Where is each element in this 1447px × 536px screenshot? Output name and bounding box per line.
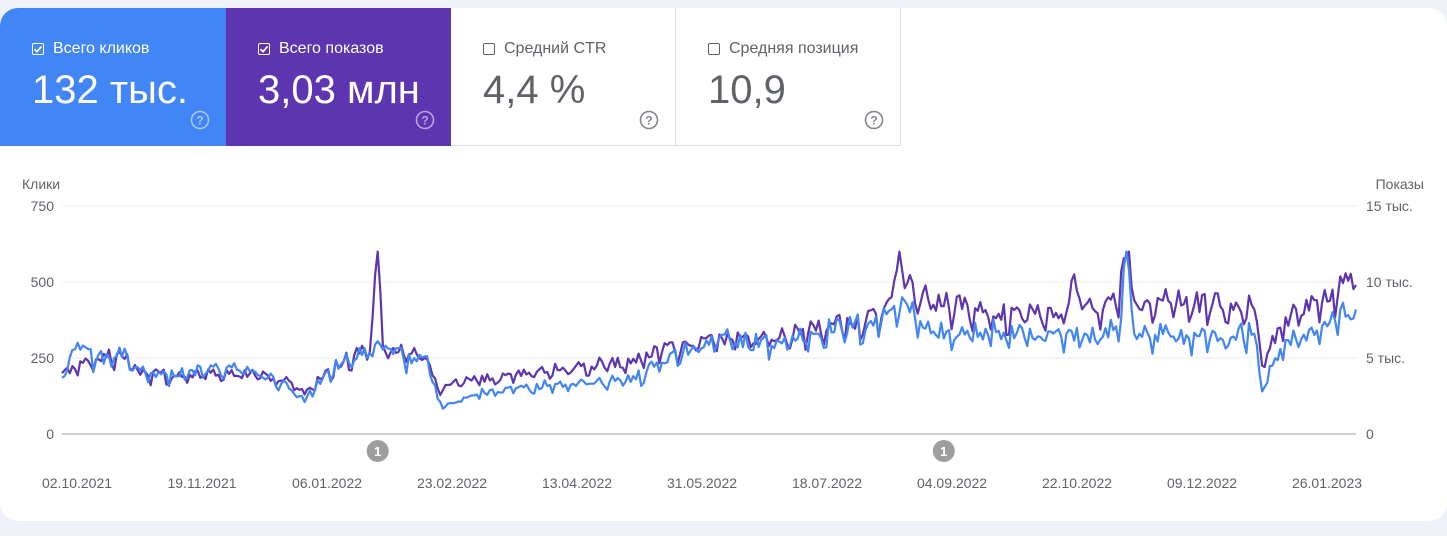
- metric-label: Всего показов: [279, 40, 384, 57]
- metric-value: 3,03 млн: [258, 68, 420, 112]
- x-tick-label: 22.10.2022: [1042, 475, 1112, 491]
- annotation-marker[interactable]: 1: [366, 440, 389, 462]
- x-tick-label: 26.01.2023: [1292, 475, 1362, 491]
- metric-card-clicks[interactable]: Всего кликов 132 тыс. ?: [0, 8, 226, 146]
- help-circle-icon[interactable]: ?: [864, 110, 884, 130]
- x-tick-label: 09.12.2022: [1167, 475, 1237, 491]
- help-circle-icon[interactable]: ?: [190, 110, 210, 130]
- checkbox-checked-icon[interactable]: [258, 43, 270, 55]
- annotation-label: 1: [374, 444, 381, 459]
- metric-label: Всего кликов: [53, 40, 150, 57]
- metric-header[interactable]: Всего кликов: [32, 40, 149, 58]
- metric-value: 132 тыс.: [32, 68, 189, 112]
- x-tick-label: 31.05.2022: [667, 475, 737, 491]
- metric-header[interactable]: Средняя позиция: [708, 40, 858, 58]
- help-circle-icon[interactable]: ?: [639, 110, 659, 130]
- y-tick-label-right: 10 тыс.: [1366, 274, 1413, 290]
- x-tick-label: 02.10.2021: [42, 475, 112, 491]
- svg-text:?: ?: [645, 114, 652, 128]
- metric-card-impressions[interactable]: Всего показов 3,03 млн ?: [226, 8, 451, 146]
- y-tick-label-right: 15 тыс.: [1366, 198, 1413, 214]
- svg-text:?: ?: [196, 114, 203, 128]
- metric-header[interactable]: Всего показов: [258, 40, 384, 58]
- series-line-clicks[interactable]: [61, 250, 1358, 410]
- series-line-impressions[interactable]: [61, 250, 1357, 397]
- y-tick-label-left: 750: [31, 198, 55, 214]
- y-tick-label-left: 500: [31, 274, 55, 290]
- metric-label: Средняя позиция: [729, 40, 859, 57]
- performance-chart[interactable]: Клики Показы 750 15 тыс. 500 10 тыс. 250 5 ты…: [0, 8, 1447, 521]
- performance-card: Всего кликов 132 тыс. ? Всего показов 3,…: [0, 8, 1447, 521]
- x-tick-label: 19.11.2021: [167, 475, 236, 491]
- checkbox-checked-icon[interactable]: [32, 43, 44, 55]
- y-axis-right-label: Показы: [1376, 176, 1424, 192]
- y-tick-label-right: 0: [1366, 426, 1374, 442]
- y-axis-left-label: Клики: [22, 176, 60, 192]
- x-tick-label: 18.07.2022: [792, 475, 862, 491]
- x-tick-label: 13.04.2022: [542, 475, 612, 491]
- y-tick-label-right: 5 тыс.: [1366, 350, 1405, 366]
- metric-header[interactable]: Средний CTR: [483, 40, 606, 58]
- x-tick-label: 23.02.2022: [417, 475, 487, 491]
- svg-text:?: ?: [870, 114, 877, 128]
- annotation-marker[interactable]: 1: [932, 440, 955, 462]
- y-tick-label-left: 250: [31, 350, 55, 366]
- svg-text:?: ?: [421, 114, 428, 128]
- y-tick-label-left: 0: [46, 426, 54, 442]
- checkbox-unchecked-icon[interactable]: [708, 43, 720, 55]
- metric-card-position[interactable]: Средняя позиция 10,9 ?: [676, 8, 901, 146]
- x-tick-label: 06.01.2022: [292, 475, 362, 491]
- metric-value: 4,4 %: [483, 68, 586, 112]
- metric-label: Средний CTR: [504, 40, 607, 57]
- metric-value: 10,9: [708, 68, 786, 112]
- help-circle-icon[interactable]: ?: [415, 110, 435, 130]
- x-tick-label: 04.09.2022: [917, 475, 987, 491]
- metric-card-ctr[interactable]: Средний CTR 4,4 % ?: [451, 8, 676, 146]
- annotation-label: 1: [940, 444, 947, 459]
- checkbox-unchecked-icon[interactable]: [483, 43, 495, 55]
